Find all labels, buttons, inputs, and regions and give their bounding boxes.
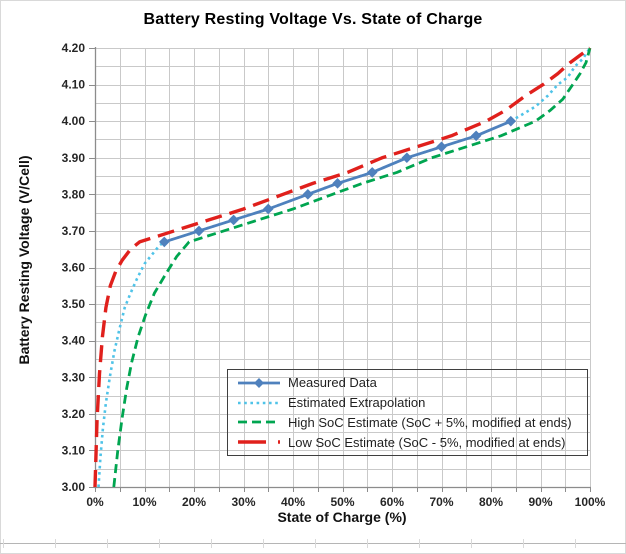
legend-item-high-soc-estimate: High SoC Estimate (SoC + 5%, modified at…	[237, 413, 587, 432]
y-tick-label: 4.10	[62, 78, 86, 92]
legend-label-measured-data: Measured Data	[288, 375, 377, 391]
x-tick-label: 30%	[231, 495, 255, 509]
x-tick-label: 100%	[575, 495, 606, 509]
data-point-marker	[366, 167, 378, 178]
data-point-marker	[470, 130, 482, 142]
data-point-marker	[228, 214, 239, 226]
legend-label-low-soc-estimate: Low SoC Estimate (SoC - 5%, modified at …	[288, 434, 566, 450]
data-point-marker	[505, 115, 517, 127]
data-point-marker	[436, 141, 447, 153]
series-line-low-soc-estimate-soc-5-modified-at-ends	[93, 46, 592, 488]
legend-swatch-measured-data	[238, 377, 280, 388]
x-tick-label: 40%	[281, 495, 305, 509]
legend-marker-sample	[254, 377, 264, 388]
data-point-marker	[302, 189, 314, 200]
data-point-marker	[401, 152, 413, 164]
legend-item-low-soc-estimate: Low SoC Estimate (SoC - 5%, modified at …	[237, 433, 587, 452]
y-tick-label: 3.90	[62, 151, 86, 165]
x-tick-label: 90%	[528, 495, 552, 509]
y-tick-label: 3.10	[62, 443, 86, 457]
y-tick-label: 3.60	[62, 261, 86, 275]
data-point-marker	[158, 236, 170, 248]
x-tick-label: 20%	[182, 495, 206, 509]
y-tick-label: 3.70	[62, 224, 86, 238]
data-point-marker	[332, 178, 343, 189]
x-tick-label: 10%	[132, 495, 156, 509]
y-axis-title: Battery Resting Voltage (V/Cell)	[16, 155, 32, 365]
y-tick-label: 3.20	[62, 407, 86, 421]
legend-swatch-high-soc-estimate	[238, 420, 280, 424]
legend-label-estimated-extrapolation: Estimated Extrapolation	[288, 395, 426, 411]
x-tick-label: 0%	[86, 495, 104, 509]
legend-item-estimated-extrapolation: Estimated Extrapolation	[237, 393, 587, 412]
x-tick-label: 60%	[380, 495, 404, 509]
series-line-high-soc-estimate-soc-5-modified-at-ends	[112, 47, 592, 488]
legend-item-measured-data: Measured Data	[237, 373, 587, 392]
data-point-marker	[193, 225, 205, 237]
legend: Measured Data Estimated Extrapolation Hi…	[227, 369, 588, 456]
y-tick-label: 3.00	[62, 480, 86, 494]
y-tick-label: 3.80	[62, 187, 86, 201]
x-tick-label: 70%	[429, 495, 453, 509]
y-tick-label: 3.30	[62, 370, 86, 384]
y-tick-label: 4.20	[62, 41, 86, 55]
x-tick-label: 50%	[330, 495, 354, 509]
legend-label-high-soc-estimate: High SoC Estimate (SoC + 5%, modified at…	[288, 414, 572, 430]
y-tick-label: 3.40	[62, 334, 86, 348]
y-tick-label: 3.50	[62, 297, 86, 311]
x-axis-title: State of Charge (%)	[277, 509, 407, 525]
chart-title: Battery Resting Voltage Vs. State of Cha…	[143, 11, 483, 28]
x-tick-label: 80%	[479, 495, 503, 509]
y-tick-label: 4.00	[62, 114, 86, 128]
legend-swatch-estimated-extrapolation	[238, 401, 280, 404]
legend-swatch-low-soc-estimate	[238, 440, 280, 444]
data-point-marker	[262, 203, 274, 215]
